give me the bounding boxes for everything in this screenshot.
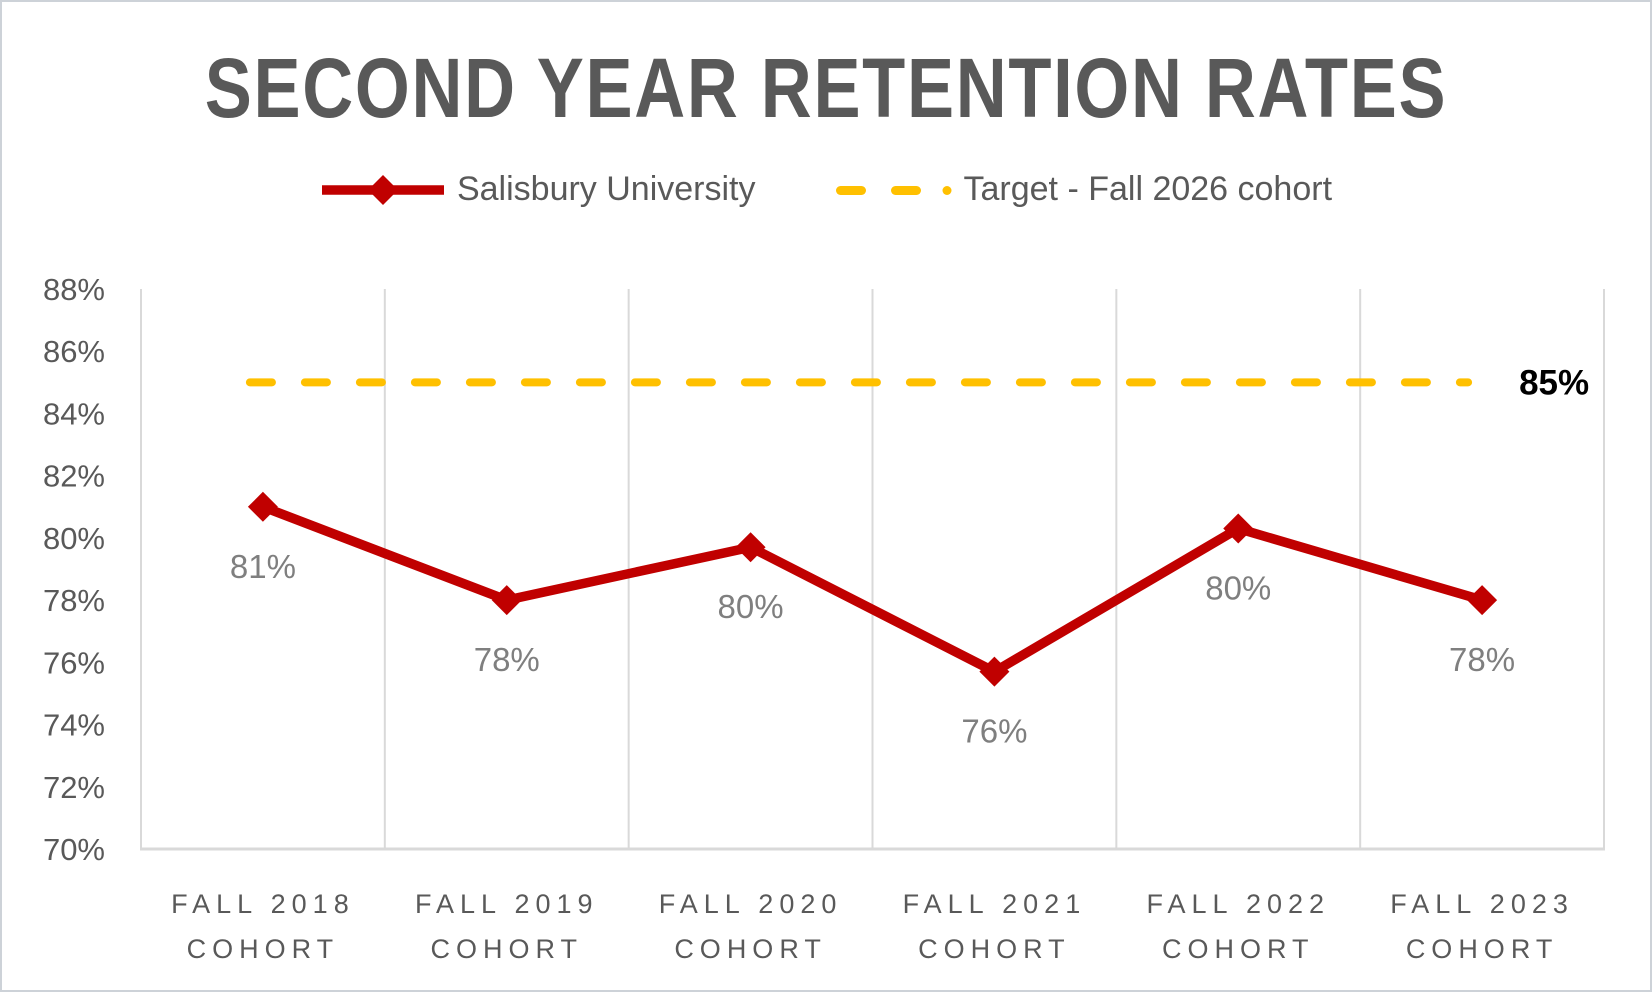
y-tick-label: 88%	[43, 272, 105, 307]
target-line-swatch-icon	[835, 185, 951, 195]
y-tick-label: 86%	[43, 334, 105, 369]
data-point-label: 81%	[230, 548, 296, 585]
legend-label-target: Target - Fall 2026 cohort	[963, 170, 1333, 208]
data-point-marker	[1223, 513, 1254, 544]
y-tick-label: 82%	[43, 459, 105, 494]
x-category-label-line1: FALL 2020	[659, 889, 843, 919]
y-tick-label: 84%	[43, 396, 105, 431]
chart-legend: Salisbury University Target - Fall 2026 …	[2, 170, 1650, 209]
y-tick-label: 80%	[43, 521, 105, 556]
legend-item-target: Target - Fall 2026 cohort	[829, 170, 1333, 209]
y-tick-label: 78%	[43, 583, 105, 618]
legend-item-salisbury-university: Salisbury University	[320, 170, 756, 209]
x-category-label-line1: FALL 2023	[1390, 889, 1574, 919]
x-category-label-line2: COHORT	[674, 934, 827, 964]
target-value-label: 85%	[1519, 363, 1589, 402]
data-point-label: 78%	[474, 641, 540, 678]
x-category-label-line2: COHORT	[1406, 934, 1559, 964]
x-category-label-line1: FALL 2018	[171, 889, 355, 919]
x-category-label-line1: FALL 2022	[1146, 889, 1330, 919]
data-point-marker	[735, 532, 766, 563]
chart-title: SECOND YEAR RETENTION RATES	[204, 41, 1448, 135]
data-point-label: 80%	[1205, 570, 1271, 607]
data-point-label: 78%	[1449, 641, 1515, 678]
data-point-label: 76%	[961, 713, 1027, 750]
y-tick-label: 76%	[43, 645, 105, 680]
x-category-label-line2: COHORT	[1162, 934, 1315, 964]
x-category-label-line1: FALL 2019	[415, 889, 599, 919]
data-point-marker	[491, 585, 522, 616]
legend-label-salisbury-university: Salisbury University	[456, 170, 756, 208]
data-point-marker	[1467, 585, 1498, 616]
series-line	[261, 502, 1484, 678]
series-line-swatch-icon	[321, 174, 444, 205]
data-point-marker	[979, 656, 1010, 687]
y-tick-label: 74%	[43, 708, 105, 743]
data-point-marker	[247, 491, 278, 522]
x-category-label-line2: COHORT	[430, 934, 583, 964]
x-category-label-line2: COHORT	[918, 934, 1071, 964]
y-tick-label: 72%	[43, 770, 105, 805]
data-point-label: 80%	[718, 588, 784, 625]
x-category-label-line1: FALL 2021	[903, 889, 1087, 919]
y-tick-label: 70%	[43, 832, 105, 867]
x-category-label-line2: COHORT	[187, 934, 340, 964]
